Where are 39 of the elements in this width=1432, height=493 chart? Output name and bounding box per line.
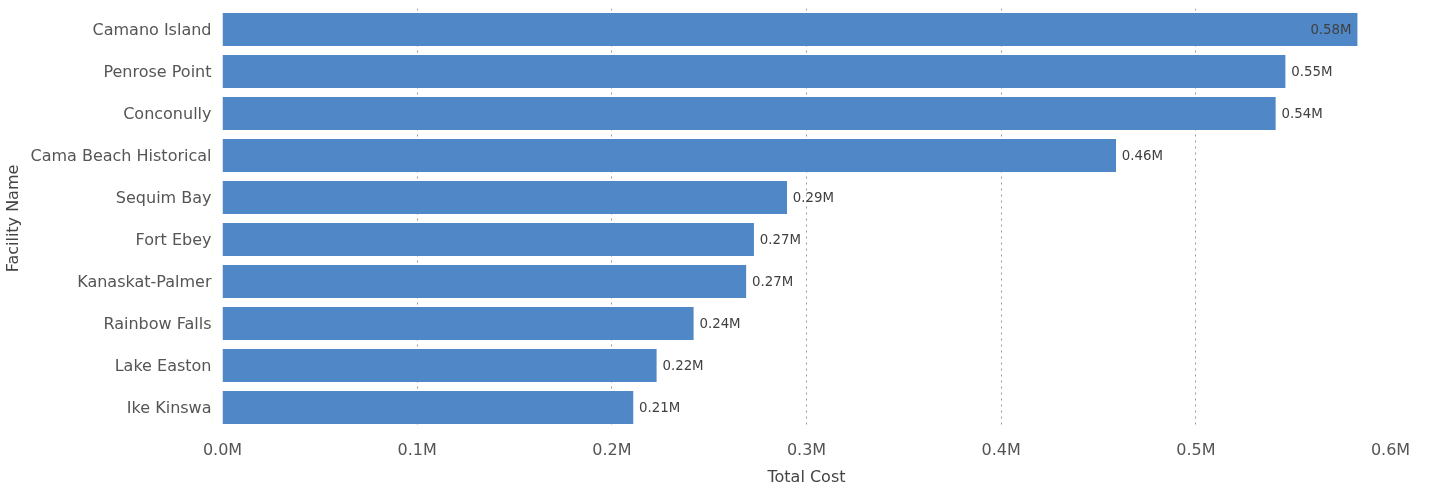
x-tick-label: 0.5M	[1176, 439, 1216, 459]
bar	[222, 97, 1276, 130]
bar	[222, 391, 634, 424]
bar	[222, 307, 694, 340]
data-label: 0.27M	[751, 274, 794, 289]
y-tick-label: Kanaskat-Palmer	[77, 272, 212, 291]
y-tick-label: Penrose Point	[103, 62, 212, 81]
data-label: 0.21M	[639, 400, 681, 415]
bar	[222, 181, 788, 214]
x-tick-label: 0.4M	[981, 439, 1021, 459]
bar	[222, 13, 1358, 46]
bar	[222, 349, 657, 382]
y-tick-label: Cama Beach Historical	[30, 146, 212, 165]
y-tick-label: Camano Island	[92, 20, 212, 39]
data-label: 0.54M	[1281, 106, 1323, 121]
data-label: 0.55M	[1291, 64, 1333, 79]
y-tick-label: Lake Easton	[114, 356, 212, 375]
data-label: 0.58M	[1310, 22, 1352, 37]
y-tick-label: Fort Ebey	[135, 230, 212, 249]
bar	[222, 223, 754, 256]
y-axis-title: Facility Name	[3, 164, 23, 273]
bar	[222, 55, 1286, 88]
y-tick-label: Conconully	[123, 104, 212, 123]
x-tick-label: 0.0M	[202, 439, 243, 459]
data-label: 0.46M	[1121, 148, 1164, 163]
bar	[222, 139, 1117, 172]
y-tick-label: Rainbow Falls	[103, 314, 212, 333]
data-label: 0.24M	[699, 316, 741, 331]
data-label: 0.29M	[792, 190, 835, 205]
x-tick-label: 0.1M	[397, 439, 437, 459]
data-label: 0.27M	[759, 232, 801, 247]
x-axis-title: Total Cost	[766, 466, 846, 486]
y-tick-label: Ike Kinswa	[126, 398, 212, 417]
x-tick-label: 0.3M	[786, 439, 827, 459]
x-tick-label: 0.2M	[592, 439, 632, 459]
y-tick-label: Sequim Bay	[115, 188, 212, 207]
data-label: 0.22M	[662, 358, 704, 373]
bar	[222, 265, 747, 298]
x-tick-label: 0.6M	[1370, 439, 1411, 459]
